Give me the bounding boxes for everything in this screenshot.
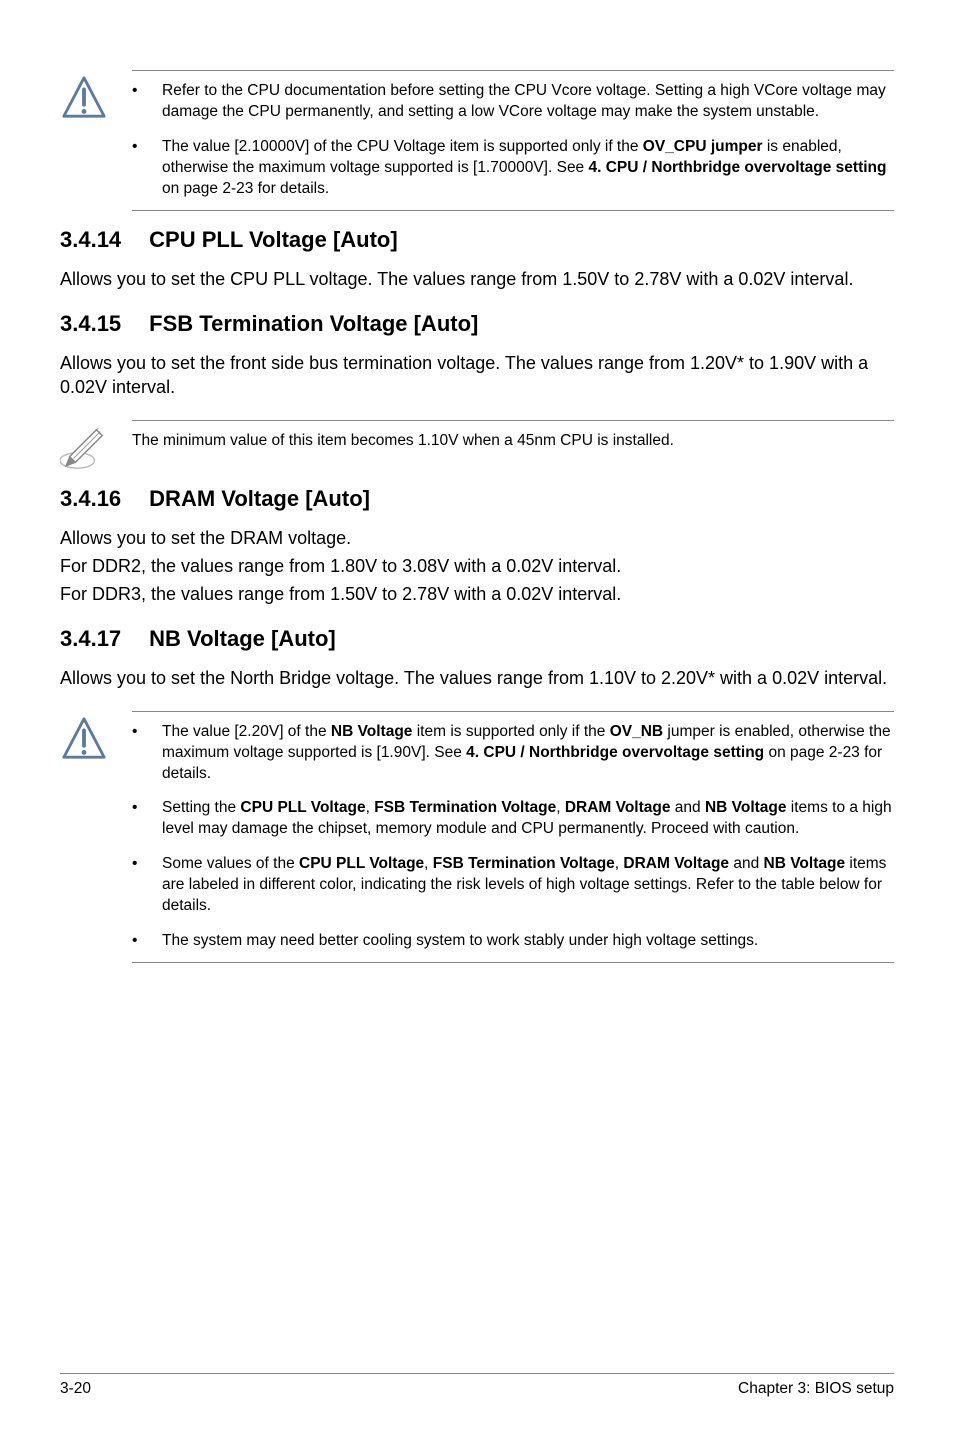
note1-list: • Refer to the CPU documentation before s… [132, 81, 894, 200]
body-3-4-14: Allows you to set the CPU PLL voltage. T… [60, 267, 894, 291]
page-footer: 3-20 Chapter 3: BIOS setup [60, 1373, 894, 1398]
footer-page-num: 3-20 [60, 1380, 91, 1398]
sec-title: NB Voltage [Auto] [149, 626, 336, 652]
footer-chapter: Chapter 3: BIOS setup [738, 1380, 894, 1398]
caution-note-2: • The value [2.20V] of the NB Voltage ite… [60, 711, 894, 963]
bullet-dot: • [132, 137, 138, 200]
caution-icon [60, 715, 108, 763]
bullet-text: The value [2.20V] of the NB Voltage item… [162, 722, 894, 785]
list-item: • Setting the CPU PLL Voltage, FSB Termin… [132, 798, 894, 840]
list-item: • The value [2.20V] of the NB Voltage ite… [132, 722, 894, 785]
heading-3-4-14: 3.4.14 CPU PLL Voltage [Auto] [60, 227, 894, 253]
caution-icon [60, 74, 108, 122]
heading-3-4-16: 3.4.16 DRAM Voltage [Auto] [60, 486, 894, 512]
caution-note-1: • Refer to the CPU documentation before s… [60, 70, 894, 211]
body-3-4-17: Allows you to set the North Bridge volta… [60, 666, 894, 690]
body-3-4-15: Allows you to set the front side bus ter… [60, 351, 894, 400]
bullet-dot: • [132, 854, 138, 917]
list-item: • Some values of the CPU PLL Voltage, FSB… [132, 854, 894, 917]
bullet-dot: • [132, 931, 138, 952]
heading-3-4-15: 3.4.15 FSB Termination Voltage [Auto] [60, 311, 894, 337]
bullet-text: The value [2.10000V] of the CPU Voltage … [162, 137, 894, 200]
bullet-text: Setting the CPU PLL Voltage, FSB Termina… [162, 798, 894, 840]
note-content: The minimum value of this item becomes 1… [132, 420, 894, 458]
list-item: • The value [2.10000V] of the CPU Voltage… [132, 137, 894, 200]
sec-title: FSB Termination Voltage [Auto] [149, 311, 478, 337]
bullet-dot: • [132, 81, 138, 123]
note-content: • Refer to the CPU documentation before s… [132, 70, 894, 211]
bullet-dot: • [132, 798, 138, 840]
sec-num: 3.4.14 [60, 227, 121, 253]
heading-3-4-17: 3.4.17 NB Voltage [Auto] [60, 626, 894, 652]
info-note-text: The minimum value of this item becomes 1… [132, 432, 674, 449]
sec-title: CPU PLL Voltage [Auto] [149, 227, 398, 253]
bullet-text: Refer to the CPU documentation before se… [162, 81, 894, 123]
bullet-text: Some values of the CPU PLL Voltage, FSB … [162, 854, 894, 917]
sec-title: DRAM Voltage [Auto] [149, 486, 370, 512]
info-note: The minimum value of this item becomes 1… [60, 420, 894, 472]
note3-list: • The value [2.20V] of the NB Voltage ite… [132, 722, 894, 952]
body-3-4-16-l3: For DDR3, the values range from 1.50V to… [60, 582, 894, 606]
body-3-4-16-l1: Allows you to set the DRAM voltage. [60, 526, 894, 550]
sec-num: 3.4.17 [60, 626, 121, 652]
body-3-4-16-l2: For DDR2, the values range from 1.80V to… [60, 554, 894, 578]
list-item: • Refer to the CPU documentation before s… [132, 81, 894, 123]
list-item: • The system may need better cooling syst… [132, 931, 894, 952]
bullet-text: The system may need better cooling syste… [162, 931, 894, 952]
note-content: • The value [2.20V] of the NB Voltage ite… [132, 711, 894, 963]
sec-num: 3.4.16 [60, 486, 121, 512]
bullet-dot: • [132, 722, 138, 785]
pencil-icon [60, 424, 108, 472]
sec-num: 3.4.15 [60, 311, 121, 337]
